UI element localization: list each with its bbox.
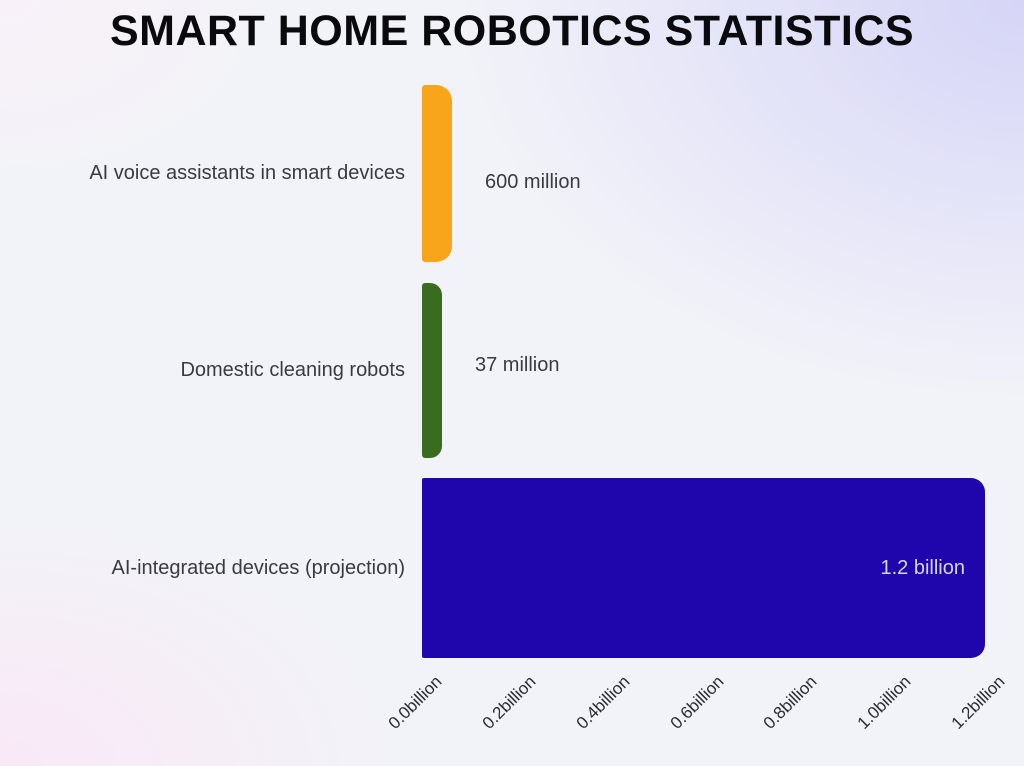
value-label-ai-voice-assistants: 600 million [485, 171, 581, 193]
bar-ai-integrated-devices: 1.2 billion [422, 478, 985, 658]
x-axis-tick-5: 1.0billion [853, 672, 915, 733]
x-axis-tick-4: 0.8billion [759, 672, 821, 733]
x-axis-tick-1: 0.2billion [478, 672, 540, 733]
bar-ai-voice-assistants [422, 85, 452, 262]
bar-domestic-cleaning-robots [422, 283, 442, 458]
value-label-ai-integrated-devices: 1.2 billion [880, 556, 965, 579]
category-label-ai-voice-assistants: AI voice assistants in smart devices [89, 162, 405, 184]
x-axis-tick-2: 0.4billion [572, 672, 634, 733]
x-axis-tick-6: 1.2billion [947, 672, 1009, 733]
x-axis-tick-0: 0.0billion [384, 672, 446, 733]
value-label-domestic-cleaning-robots: 37 million [475, 354, 560, 376]
category-label-ai-integrated-devices: AI-integrated devices (projection) [111, 557, 405, 579]
category-label-domestic-cleaning-robots: Domestic cleaning robots [180, 359, 405, 381]
x-axis-tick-3: 0.6billion [666, 672, 728, 733]
chart-title: SMART HOME ROBOTICS STATISTICS [109, 7, 915, 55]
